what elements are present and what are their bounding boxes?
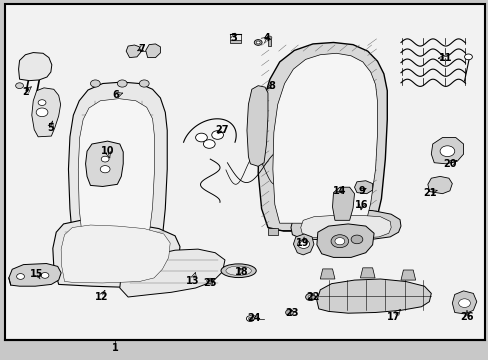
Circle shape (139, 80, 149, 87)
Text: 9: 9 (358, 186, 365, 196)
Text: 10: 10 (101, 146, 114, 156)
Bar (251, 109, 263, 114)
Polygon shape (120, 249, 224, 297)
Bar (251, 135, 263, 141)
Text: 11: 11 (438, 53, 452, 63)
Polygon shape (332, 187, 354, 220)
Polygon shape (9, 264, 61, 286)
Text: 8: 8 (267, 81, 274, 91)
Polygon shape (53, 220, 180, 287)
Polygon shape (246, 86, 267, 166)
Circle shape (330, 235, 348, 248)
Circle shape (297, 240, 309, 248)
Bar (251, 122, 263, 128)
Polygon shape (85, 141, 123, 186)
Polygon shape (316, 224, 373, 257)
Polygon shape (430, 138, 463, 164)
Circle shape (256, 41, 260, 44)
Ellipse shape (225, 266, 251, 275)
Circle shape (203, 140, 215, 148)
Circle shape (246, 316, 254, 321)
Circle shape (101, 156, 109, 162)
Text: 14: 14 (332, 186, 346, 196)
Polygon shape (400, 270, 415, 280)
Polygon shape (354, 181, 372, 194)
Text: 21: 21 (423, 188, 436, 198)
Bar (366, 228, 376, 235)
Text: 17: 17 (386, 312, 400, 322)
Circle shape (16, 83, 23, 89)
Bar (337, 228, 346, 235)
Text: 3: 3 (230, 33, 237, 43)
Polygon shape (32, 88, 61, 137)
Circle shape (117, 80, 127, 87)
Text: 23: 23 (285, 308, 299, 318)
Ellipse shape (221, 264, 256, 278)
Circle shape (17, 274, 24, 279)
Bar (267, 39, 270, 46)
Text: 18: 18 (235, 267, 248, 277)
Circle shape (90, 80, 100, 87)
Circle shape (38, 100, 46, 105)
Text: 16: 16 (354, 200, 368, 210)
Circle shape (100, 166, 110, 173)
Bar (299, 228, 308, 235)
Text: 24: 24 (247, 312, 261, 323)
Polygon shape (427, 176, 451, 194)
Polygon shape (320, 269, 334, 279)
Text: 13: 13 (186, 276, 200, 286)
Circle shape (439, 146, 454, 157)
Text: 15: 15 (30, 269, 43, 279)
Polygon shape (272, 53, 377, 223)
Text: 6: 6 (112, 90, 119, 100)
Text: 4: 4 (263, 33, 269, 43)
Polygon shape (126, 45, 141, 58)
Circle shape (307, 295, 312, 299)
Polygon shape (451, 291, 476, 314)
Text: 7: 7 (138, 44, 145, 54)
Circle shape (464, 54, 471, 60)
Circle shape (248, 317, 252, 320)
Polygon shape (258, 42, 386, 231)
Bar (229, 40, 240, 43)
Circle shape (211, 131, 223, 139)
Text: 5: 5 (47, 123, 54, 133)
Polygon shape (360, 268, 374, 278)
FancyBboxPatch shape (5, 4, 484, 340)
Circle shape (206, 278, 213, 283)
Text: 1: 1 (111, 343, 118, 354)
Text: 2: 2 (22, 87, 29, 97)
Circle shape (458, 299, 469, 307)
Polygon shape (293, 234, 313, 255)
Text: 22: 22 (305, 292, 319, 302)
Circle shape (305, 293, 315, 301)
Text: 26: 26 (459, 312, 473, 322)
Text: 19: 19 (296, 238, 309, 248)
Polygon shape (300, 215, 390, 238)
Circle shape (350, 235, 362, 244)
Text: 20: 20 (442, 159, 456, 169)
Circle shape (36, 108, 48, 117)
Circle shape (195, 133, 207, 142)
Bar (251, 149, 263, 155)
Polygon shape (145, 44, 160, 58)
Text: 27: 27 (215, 125, 229, 135)
Text: 12: 12 (95, 292, 108, 302)
Polygon shape (19, 53, 52, 81)
Bar (267, 228, 277, 235)
Text: 25: 25 (203, 278, 217, 288)
Polygon shape (68, 82, 167, 238)
Polygon shape (290, 210, 400, 240)
Circle shape (266, 36, 271, 40)
Polygon shape (78, 99, 154, 236)
Circle shape (334, 238, 344, 245)
Polygon shape (316, 279, 430, 313)
Polygon shape (61, 225, 170, 283)
Circle shape (41, 273, 49, 278)
Circle shape (285, 310, 293, 315)
Circle shape (254, 40, 262, 45)
